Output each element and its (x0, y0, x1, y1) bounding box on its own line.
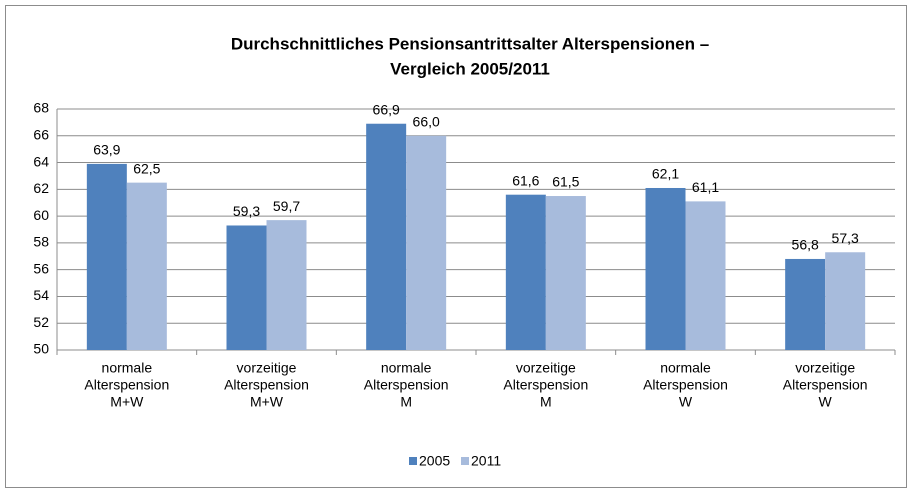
legend-swatch (409, 457, 417, 465)
y-tick-label: 68 (33, 100, 49, 116)
legend-swatch (461, 457, 469, 465)
bar (505, 194, 546, 350)
x-tick-label: Alterspension (84, 377, 169, 393)
value-label: 63,9 (93, 142, 120, 158)
bar (86, 163, 127, 350)
y-tick-label: 56 (33, 260, 49, 276)
x-tick-label: M (400, 394, 412, 410)
x-tick-label: M (540, 394, 552, 410)
x-tick-label: vorzeitige (237, 360, 297, 376)
bar (266, 220, 307, 350)
y-tick-label: 52 (33, 314, 49, 330)
bar (825, 252, 866, 350)
y-tick-label: 54 (33, 287, 49, 303)
x-tick-label: M+W (250, 394, 284, 410)
bar (366, 123, 407, 350)
bar (226, 225, 267, 350)
x-tick-label: Alterspension (643, 377, 728, 393)
bar (645, 187, 686, 350)
bar (545, 196, 586, 350)
value-label: 59,3 (233, 203, 260, 219)
bar (406, 135, 447, 350)
y-tick-label: 62 (33, 180, 49, 196)
x-tick-label: Alterspension (224, 377, 309, 393)
x-tick-label: W (819, 394, 833, 410)
y-tick-label: 64 (33, 153, 49, 169)
bar (785, 258, 826, 350)
value-label: 62,5 (133, 160, 160, 176)
x-tick-label: normale (381, 360, 432, 376)
chart-title: Vergleich 2005/2011 (390, 59, 550, 78)
x-tick-label: vorzeitige (516, 360, 576, 376)
legend-label: 2005 (419, 453, 450, 469)
x-tick-label: vorzeitige (795, 360, 855, 376)
y-tick-label: 60 (33, 207, 49, 223)
value-label: 61,6 (512, 172, 539, 188)
value-label: 56,8 (792, 237, 819, 253)
value-label: 61,5 (552, 174, 579, 190)
value-label: 59,7 (273, 198, 300, 214)
x-tick-label: Alterspension (364, 377, 449, 393)
legend-label: 2011 (471, 453, 501, 469)
x-tick-label: M+W (110, 394, 144, 410)
value-label: 61,1 (692, 179, 719, 195)
x-tick-label: normale (660, 360, 711, 376)
x-tick-label: Alterspension (783, 377, 868, 393)
value-label: 62,1 (652, 166, 679, 182)
chart-title: Durchschnittliches Pensionsantrittsalter… (231, 34, 709, 53)
y-tick-label: 58 (33, 234, 49, 250)
y-tick-label: 66 (33, 126, 49, 142)
x-tick-label: normale (102, 360, 153, 376)
bar (126, 182, 167, 350)
value-label: 57,3 (832, 230, 859, 246)
value-label: 66,9 (373, 101, 400, 117)
x-tick-label: W (679, 394, 693, 410)
y-tick-label: 50 (33, 341, 49, 357)
bar (685, 201, 726, 350)
value-label: 66,0 (413, 113, 440, 129)
x-tick-label: Alterspension (503, 377, 588, 393)
